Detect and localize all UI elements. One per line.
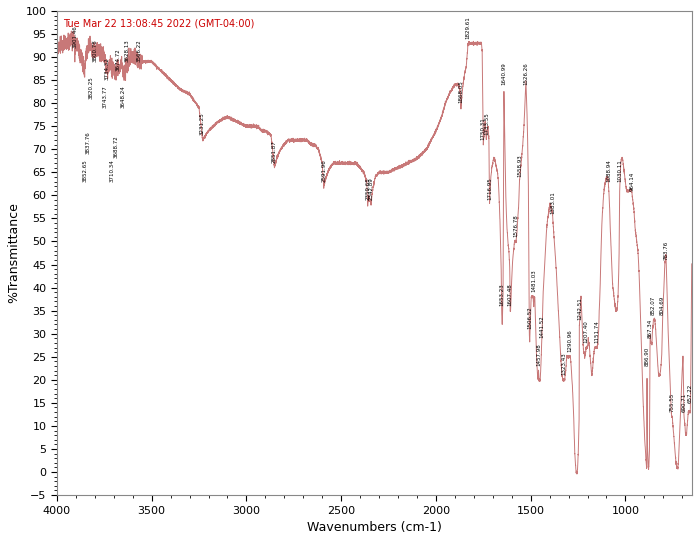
Text: 1653.23: 1653.23 <box>499 283 504 306</box>
Text: 3743.77: 3743.77 <box>103 85 108 108</box>
Text: 755.55: 755.55 <box>669 393 674 412</box>
Text: 2851.87: 2851.87 <box>272 140 277 163</box>
Text: 1576.78: 1576.78 <box>514 214 519 237</box>
Text: 1207.40: 1207.40 <box>584 320 589 343</box>
Text: 1607.48: 1607.48 <box>508 283 513 306</box>
Text: 2342.89: 2342.89 <box>368 177 373 200</box>
Text: 1750.31: 1750.31 <box>481 117 486 140</box>
Text: 1829.61: 1829.61 <box>466 16 470 38</box>
Text: 1030.11: 1030.11 <box>617 159 622 182</box>
Text: 3628.13: 3628.13 <box>125 39 130 62</box>
Text: 852.07: 852.07 <box>651 296 656 315</box>
Text: 1242.51: 1242.51 <box>577 297 582 320</box>
Text: 1868.05: 1868.05 <box>458 81 463 103</box>
Text: 1716.95: 1716.95 <box>487 177 492 200</box>
Text: 2591.96: 2591.96 <box>321 159 326 182</box>
Text: 1290.96: 1290.96 <box>568 329 573 352</box>
Text: 3674.72: 3674.72 <box>116 48 121 71</box>
Text: 1506.52: 1506.52 <box>527 306 532 329</box>
Text: 1383.01: 1383.01 <box>550 191 555 214</box>
Text: 804.69: 804.69 <box>660 296 665 315</box>
Text: 1481.03: 1481.03 <box>532 269 537 292</box>
Text: 1733.55: 1733.55 <box>484 113 489 135</box>
Text: 690.71: 690.71 <box>682 393 687 412</box>
Text: 2359.65: 2359.65 <box>365 177 370 200</box>
Text: 1457.98: 1457.98 <box>536 343 541 366</box>
Text: 964.14: 964.14 <box>630 171 635 191</box>
Text: 3852.65: 3852.65 <box>83 159 88 182</box>
Text: 1323.43: 1323.43 <box>561 352 566 375</box>
Text: 1088.94: 1088.94 <box>606 159 611 182</box>
Text: 3734.32: 3734.32 <box>105 57 110 80</box>
Text: 3648.24: 3648.24 <box>121 85 126 108</box>
Text: Tue Mar 22 13:08:45 2022 (GMT-04:00): Tue Mar 22 13:08:45 2022 (GMT-04:00) <box>63 18 255 28</box>
Text: 867.34: 867.34 <box>648 319 653 338</box>
Text: 1526.26: 1526.26 <box>523 62 528 85</box>
Text: 1151.74: 1151.74 <box>594 320 599 343</box>
Text: 3800.78: 3800.78 <box>92 39 97 62</box>
Text: 886.90: 886.90 <box>644 347 650 366</box>
Text: 3837.76: 3837.76 <box>85 131 90 154</box>
X-axis label: Wavenumbers (cm-1): Wavenumbers (cm-1) <box>307 521 442 534</box>
Text: 3710.34: 3710.34 <box>109 159 114 182</box>
Text: 3231.25: 3231.25 <box>200 113 205 135</box>
Text: 3820.25: 3820.25 <box>88 76 94 98</box>
Text: 1441.52: 1441.52 <box>539 315 544 338</box>
Text: 1558.93: 1558.93 <box>517 154 522 177</box>
Text: 657.22: 657.22 <box>688 384 693 403</box>
Text: 3566.22: 3566.22 <box>136 39 141 62</box>
Y-axis label: %Transmittance: %Transmittance <box>7 202 20 304</box>
Text: 3901.46: 3901.46 <box>73 25 78 48</box>
Text: 783.76: 783.76 <box>664 241 669 260</box>
Text: 3688.72: 3688.72 <box>113 136 118 159</box>
Text: 1640.99: 1640.99 <box>501 62 506 85</box>
